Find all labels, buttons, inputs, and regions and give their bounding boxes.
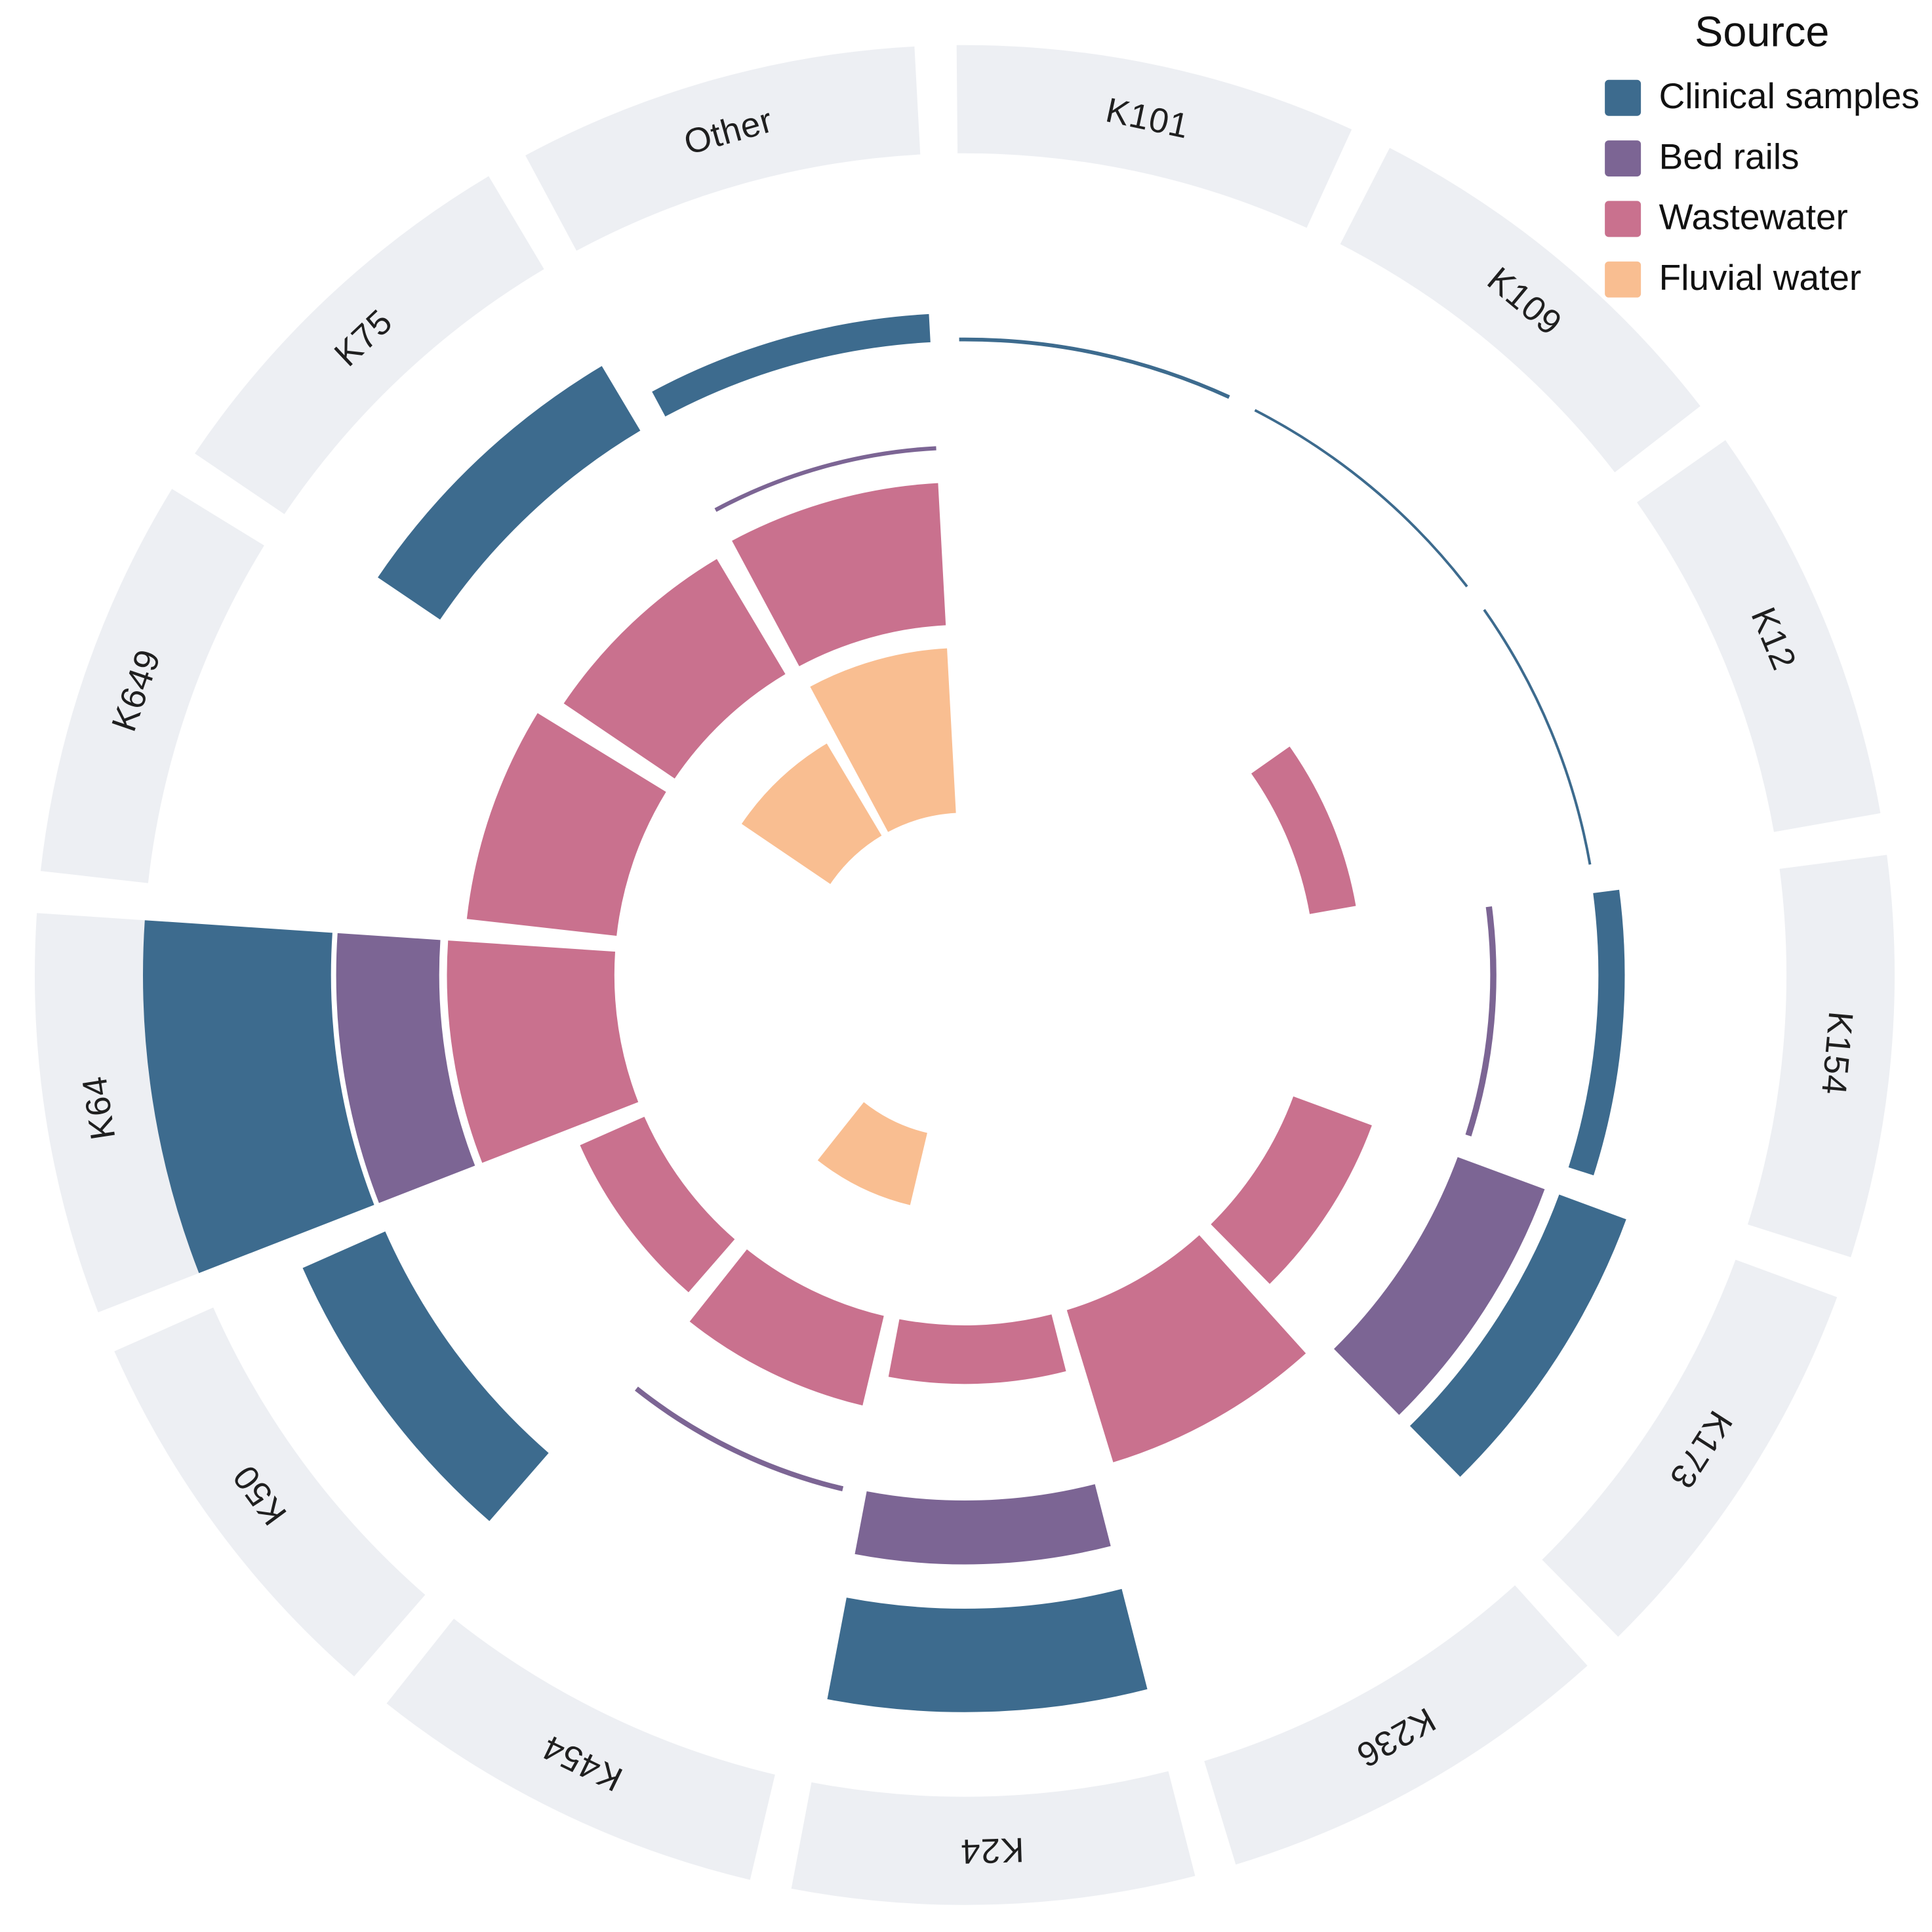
bar-clinical-samples-other [652, 313, 931, 417]
ring-segment-k649 [40, 489, 264, 883]
bar-fluvial-water-other [810, 648, 956, 832]
legend-swatch-bed-rails [1605, 140, 1641, 177]
bar-wastewater-k454 [689, 1249, 884, 1406]
bar-clinical-samples-k12 [1483, 609, 1592, 865]
bar-wastewater-k24 [888, 1314, 1066, 1384]
sector-label-k64: K64 [75, 1074, 123, 1142]
bar-bed-rails-k64 [336, 933, 475, 1203]
bar-wastewater-k50 [580, 1116, 735, 1293]
legend-swatch-fluvial-water [1605, 261, 1641, 298]
ring-segment-k12 [1637, 440, 1881, 832]
ring-segment-k454 [386, 1619, 775, 1880]
bar-bed-rails-k173 [1334, 1157, 1545, 1415]
legend-swatch-wastewater [1605, 201, 1641, 237]
bar-fluvial-water-k75 [741, 743, 882, 884]
bar-wastewater-k236 [1066, 1235, 1306, 1462]
ring-segment-k101 [956, 45, 1352, 228]
bar-wastewater-k64 [447, 940, 639, 1163]
bar-clinical-samples-k24 [827, 1588, 1148, 1712]
legend-label-fluvial-water: Fluvial water [1659, 257, 1862, 298]
ring-segment-k154 [1747, 855, 1895, 1258]
bar-clinical-samples-k173 [1409, 1194, 1626, 1477]
bar-clinical-samples-k101 [959, 337, 1230, 399]
ring-segment-k50 [114, 1307, 426, 1677]
ring-segment-other [525, 46, 921, 251]
bar-bed-rails-k154 [1465, 906, 1497, 1137]
ring-segment-k173 [1542, 1259, 1838, 1637]
ring-segment-k24 [791, 1771, 1196, 1905]
ring-segment-k109 [1340, 148, 1701, 473]
bar-clinical-samples-k109 [1254, 409, 1468, 588]
ring-segment-k236 [1204, 1585, 1588, 1865]
bar-clinical-samples-k64 [143, 920, 374, 1274]
sector-label-k154: K154 [1814, 1010, 1860, 1097]
legend-label-bed-rails: Bed rails [1659, 136, 1800, 176]
ring-segment-k75 [195, 176, 544, 514]
ring-segment-k64 [35, 913, 199, 1313]
legend-label-clinical-samples: Clinical samples [1659, 75, 1920, 116]
bar-wastewater-k173 [1211, 1096, 1372, 1284]
bar-wastewater-other [732, 483, 946, 666]
bar-wastewater-k12 [1251, 746, 1356, 914]
bar-clinical-samples-k75 [378, 366, 641, 620]
bar-wastewater-k75 [563, 559, 786, 779]
legend-label-wastewater: Wastewater [1659, 197, 1848, 237]
bar-bed-rails-k454 [634, 1386, 844, 1492]
legend-swatch-clinical-samples [1605, 79, 1641, 116]
bar-fluvial-water-k454 [817, 1102, 927, 1205]
sector-label-k24: K24 [959, 1830, 1024, 1871]
bar-clinical-samples-k50 [302, 1231, 549, 1521]
bar-bed-rails-k24 [855, 1484, 1111, 1565]
legend-title: Source [1695, 8, 1829, 56]
bar-wastewater-k649 [466, 713, 666, 936]
bar-clinical-samples-k154 [1568, 889, 1625, 1176]
